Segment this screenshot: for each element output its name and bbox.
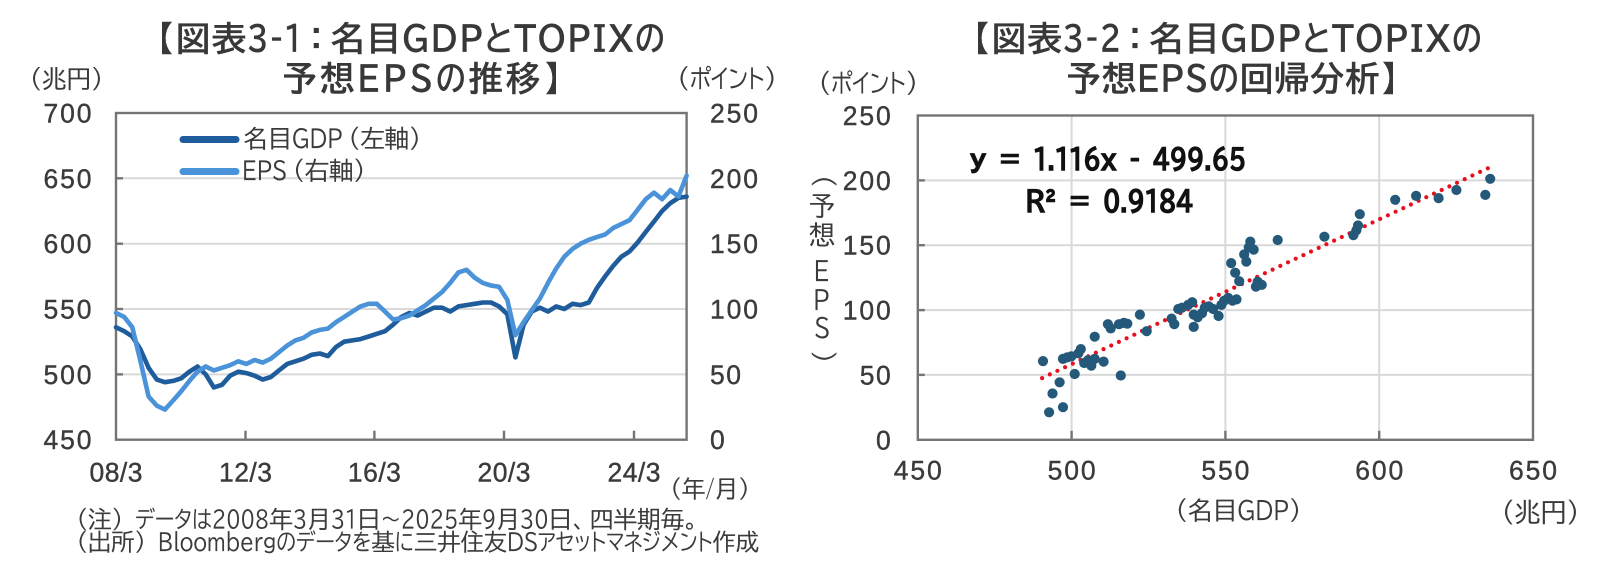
svg-text:500: 500: [1048, 456, 1096, 486]
svg-text:650: 650: [44, 164, 92, 194]
svg-text:50: 50: [860, 360, 891, 390]
svg-text:200: 200: [710, 164, 758, 194]
svg-text:150: 150: [710, 229, 758, 259]
svg-text:100: 100: [710, 295, 758, 325]
svg-text:0: 0: [710, 425, 725, 455]
svg-text:100: 100: [843, 296, 891, 326]
svg-text:450: 450: [894, 456, 942, 486]
svg-text:250: 250: [843, 101, 891, 131]
svg-text:500: 500: [44, 360, 92, 390]
svg-text:550: 550: [1201, 456, 1249, 486]
svg-text:20/3: 20/3: [478, 458, 531, 488]
svg-text:150: 150: [843, 231, 891, 261]
svg-text:200: 200: [843, 166, 891, 196]
svg-text:16/3: 16/3: [348, 458, 401, 488]
svg-text:24/3: 24/3: [608, 458, 661, 488]
svg-text:600: 600: [1355, 456, 1403, 486]
svg-text:12/3: 12/3: [219, 458, 272, 488]
svg-text:250: 250: [710, 99, 758, 129]
svg-text:650: 650: [1509, 456, 1557, 486]
svg-text:08/3: 08/3: [90, 458, 143, 488]
svg-text:50: 50: [710, 360, 741, 390]
svg-text:600: 600: [44, 229, 92, 259]
svg-text:700: 700: [44, 99, 92, 129]
svg-text:0: 0: [876, 425, 891, 455]
svg-text:550: 550: [44, 295, 92, 325]
svg-text:450: 450: [44, 425, 92, 455]
